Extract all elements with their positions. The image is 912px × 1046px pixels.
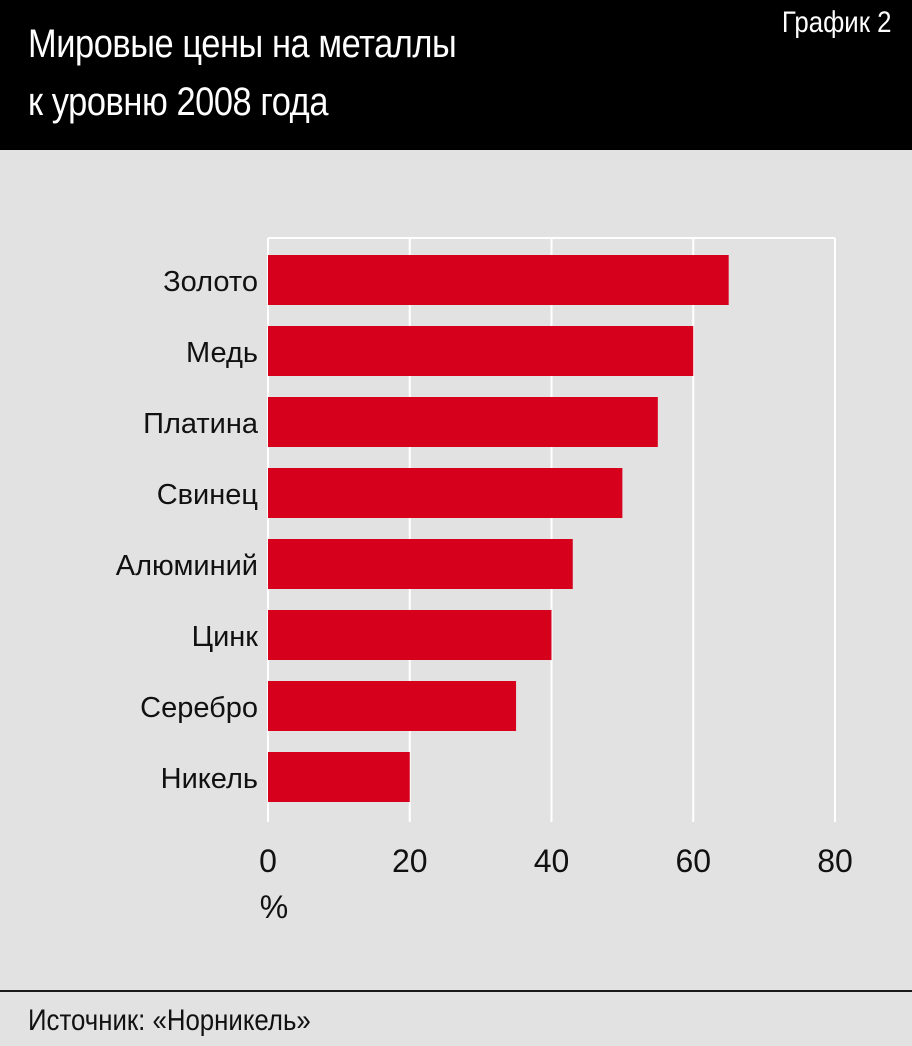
category-label: Никель [161,763,258,795]
bar [268,539,573,589]
tick-label: 60 [675,843,711,879]
tick-label: 0 [259,843,277,879]
bar [268,752,410,802]
category-label: Свинец [157,479,258,511]
category-label: Платина [143,408,259,440]
source-note: Источник: «Норникель» [28,1004,311,1037]
tick-label: 80 [817,843,853,879]
bar [268,610,552,660]
category-label: Цинк [192,621,259,653]
chart-footer: Источник: «Норникель» [0,990,912,1046]
bar [268,255,729,305]
grid-lines [267,237,836,822]
tick-label: 20 [392,843,428,879]
bars [268,255,729,802]
bar [268,326,694,376]
bar [268,681,517,731]
category-label: Золото [163,266,258,298]
bar [268,397,658,447]
chart-title-line-1: Мировые цены на металлы [28,22,457,66]
category-labels: Золото Медь Платина Свинец Алюминий Цинк Сереб… [116,266,259,795]
category-label: Серебро [140,692,258,724]
x-axis-unit-label: % [260,889,288,925]
chart-number: График 2 [782,6,892,39]
category-label: Алюминий [116,550,258,582]
tick-label: 40 [534,843,570,879]
chart-title-line-2: к уровню 2008 года [28,80,329,124]
bar [268,468,623,518]
bar-chart: Золото Медь Платина Свинец Алюминий Цинк Сереб… [116,237,853,925]
x-axis-ticks: 0 20 40 60 80 [259,843,853,879]
category-label: Медь [186,337,258,369]
chart-header: Мировые цены на металлы к уровню 2008 го… [0,0,912,150]
